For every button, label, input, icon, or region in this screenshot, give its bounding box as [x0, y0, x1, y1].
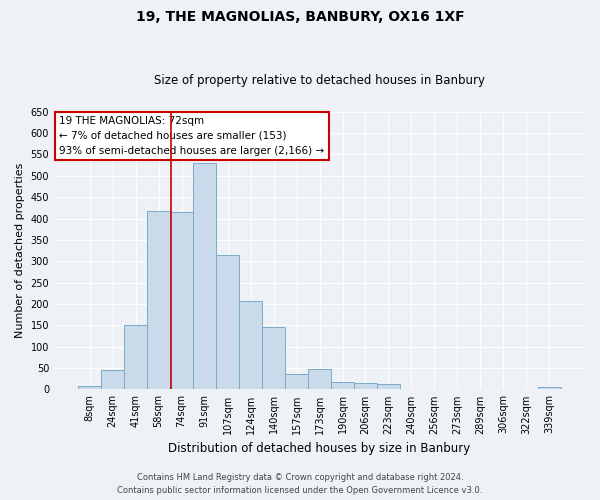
X-axis label: Distribution of detached houses by size in Banbury: Distribution of detached houses by size … — [169, 442, 470, 455]
Bar — [193, 163, 216, 390]
Y-axis label: Number of detached properties: Number of detached properties — [15, 163, 25, 338]
Bar — [262, 328, 285, 390]
Bar — [239, 302, 262, 390]
Bar — [101, 370, 124, 390]
Bar — [538, 388, 561, 390]
Text: 19, THE MAGNOLIAS, BANBURY, OX16 1XF: 19, THE MAGNOLIAS, BANBURY, OX16 1XF — [136, 10, 464, 24]
Title: Size of property relative to detached houses in Banbury: Size of property relative to detached ho… — [154, 74, 485, 87]
Bar — [147, 211, 170, 390]
Bar — [285, 374, 308, 390]
Bar — [170, 212, 193, 390]
Bar — [331, 382, 354, 390]
Bar — [308, 369, 331, 390]
Text: 19 THE MAGNOLIAS: 72sqm
← 7% of detached houses are smaller (153)
93% of semi-de: 19 THE MAGNOLIAS: 72sqm ← 7% of detached… — [59, 116, 325, 156]
Bar — [124, 326, 147, 390]
Text: Contains HM Land Registry data © Crown copyright and database right 2024.
Contai: Contains HM Land Registry data © Crown c… — [118, 473, 482, 495]
Bar — [354, 384, 377, 390]
Bar — [78, 386, 101, 390]
Bar — [216, 256, 239, 390]
Bar — [377, 384, 400, 390]
